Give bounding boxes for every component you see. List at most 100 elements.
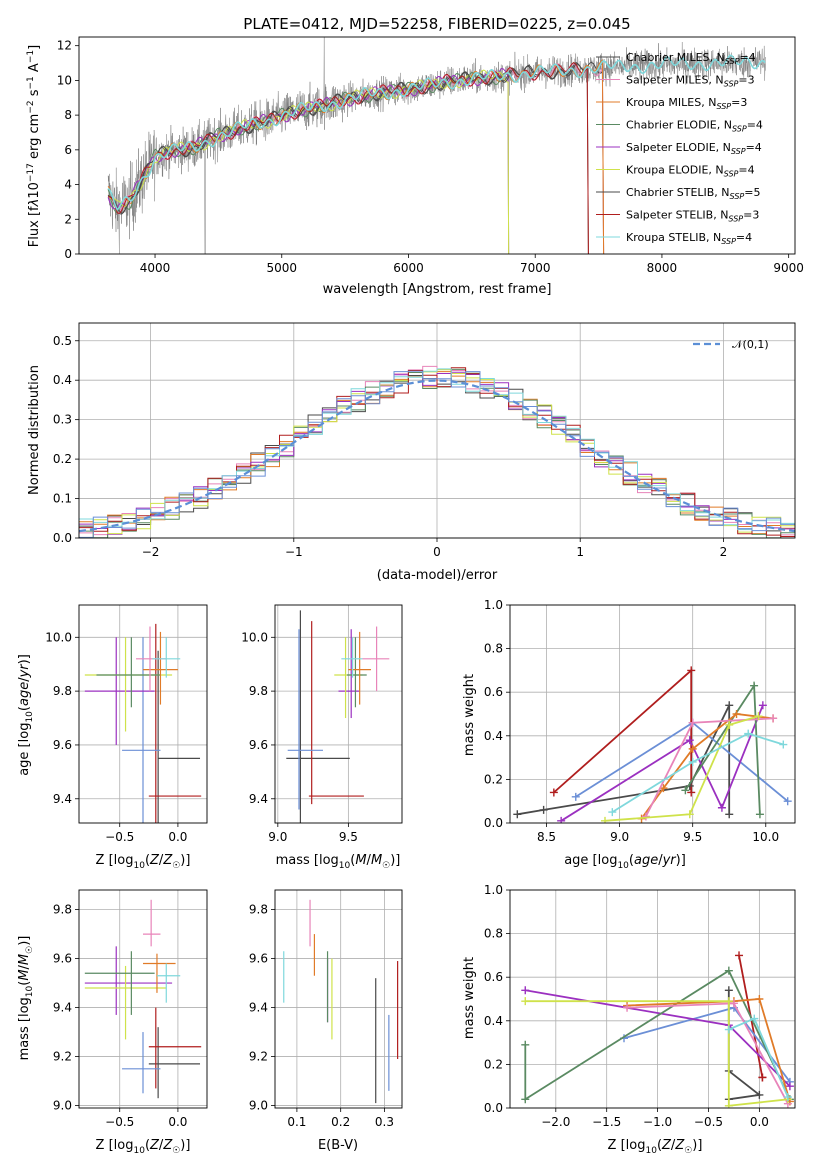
y-tick-label: 4 bbox=[64, 178, 72, 192]
y-tick-label: 9.4 bbox=[249, 792, 268, 806]
x-tick-label: 5000 bbox=[266, 261, 297, 275]
weight-marker bbox=[513, 810, 522, 819]
x-tick-label: 7000 bbox=[520, 261, 551, 275]
weight-marker bbox=[725, 720, 734, 729]
age-vs-mass-plot: 9.0 9.5 9.4 9.6 9.8 10.0 bbox=[241, 604, 403, 844]
legend-entry: Kroupa ELODIE, NSSP=4 bbox=[626, 164, 755, 179]
model-spectrum-line bbox=[107, 72, 510, 254]
y-tick-label: 9.2 bbox=[249, 1050, 268, 1064]
weight-marker bbox=[729, 999, 738, 1008]
weight-marker bbox=[601, 816, 609, 823]
y-tick-label: 0.4 bbox=[53, 373, 72, 387]
legend-entry: Chabrier STELIB, NSSP=5 bbox=[626, 186, 760, 201]
weight-marker bbox=[688, 718, 697, 727]
axes-frame bbox=[509, 604, 796, 824]
y-tick-label: 9.6 bbox=[53, 952, 72, 966]
weight-marker bbox=[724, 966, 733, 975]
weight-line bbox=[627, 1002, 789, 1105]
weight-vs-metallicity-plot: −2.0 −1.5 −1.0 −0.5 0.0 0.0 0.2 0.4 0.6 0.8 1.0 bbox=[484, 883, 796, 1129]
y-tick-label: 2 bbox=[64, 212, 72, 226]
mass-vs-metallicity-plot: −0.5 0.0 9.0 9.2 9.4 9.6 9.8 bbox=[53, 889, 208, 1129]
normal-curve bbox=[79, 379, 795, 533]
weight-marker bbox=[783, 797, 792, 806]
spectrum-legend: Chabrier MILES, NSSP=4 Salpeter MILES, NS… bbox=[596, 51, 763, 246]
y-tick-label: 9.0 bbox=[53, 1099, 72, 1113]
legend-entry: Salpeter STELIB, NSSP=3 bbox=[626, 209, 759, 224]
weight-marker bbox=[688, 757, 697, 766]
plot-area bbox=[521, 951, 794, 1108]
legend-entry: 𝒩(0,1) bbox=[732, 338, 769, 351]
legend-entry: Kroupa STELIB, NSSP=4 bbox=[626, 231, 752, 246]
y-tick-label: 9.6 bbox=[53, 738, 72, 752]
y-tick-label: 9.4 bbox=[53, 1001, 72, 1015]
weight-marker bbox=[539, 805, 548, 814]
weight-line bbox=[524, 969, 791, 1101]
wAge-ylabel: mass weight bbox=[462, 674, 477, 756]
weight-marker bbox=[641, 812, 650, 821]
x-tick-label: −2.0 bbox=[541, 1115, 570, 1129]
axes-frame bbox=[78, 322, 796, 539]
weight-marker bbox=[521, 1040, 530, 1049]
axes-frame bbox=[78, 604, 208, 824]
y-tick-label: 10.0 bbox=[241, 630, 268, 644]
weight-line bbox=[560, 704, 764, 822]
weight-marker bbox=[685, 810, 694, 819]
model-spectrum-line bbox=[107, 63, 589, 254]
weight-marker bbox=[750, 681, 759, 690]
plot-area bbox=[283, 899, 399, 1104]
spectrum-title: PLATE=0412, MJD=52258, FIBERID=0225, z=0… bbox=[243, 15, 630, 33]
weight-marker bbox=[750, 1014, 759, 1023]
weight-line bbox=[525, 1000, 788, 1107]
wZ-xlabel: Z [log10(Z/Z☉)] bbox=[608, 1138, 703, 1156]
weight-marker bbox=[758, 1073, 767, 1082]
legend-entry: Salpeter MILES, NSSP=3 bbox=[626, 74, 755, 89]
weight-line bbox=[611, 732, 784, 813]
axes-frame bbox=[509, 889, 796, 1109]
x-tick-label: −2 bbox=[142, 545, 160, 559]
plot-area bbox=[84, 623, 202, 823]
y-tick-label: 0.0 bbox=[53, 531, 72, 545]
legend-entry: Chabrier ELODIE, NSSP=4 bbox=[626, 119, 763, 134]
weight-marker bbox=[521, 986, 530, 995]
y-tick-label: 0.1 bbox=[53, 492, 72, 506]
weight-marker bbox=[687, 666, 696, 675]
y-tick-label: 9.8 bbox=[249, 684, 268, 698]
x-tick-label: −0.5 bbox=[105, 830, 134, 844]
weight-line bbox=[627, 998, 791, 1102]
ageM-xlabel: mass [log10(M/M☉)] bbox=[276, 853, 401, 871]
weight-marker bbox=[724, 1025, 733, 1034]
y-tick-label: 0.4 bbox=[484, 729, 503, 743]
wZ-ylabel: mass weight bbox=[462, 957, 477, 1039]
x-tick-label: 8000 bbox=[647, 261, 678, 275]
y-tick-label: 9.6 bbox=[249, 952, 268, 966]
spectrum-plot: 4000 5000 6000 7000 8000 9000 0 2 4 6 8 10 12 bbox=[57, 36, 804, 275]
x-tick-label: 0.3 bbox=[375, 1115, 394, 1129]
y-tick-label: 0.0 bbox=[484, 1101, 503, 1115]
x-tick-label: 4000 bbox=[140, 261, 171, 275]
x-tick-label: 10.0 bbox=[752, 830, 779, 844]
weight-marker bbox=[754, 712, 763, 721]
y-tick-label: 9.4 bbox=[53, 792, 72, 806]
weight-marker bbox=[744, 729, 753, 738]
y-tick-label: 0.3 bbox=[53, 413, 72, 427]
weight-marker bbox=[688, 744, 697, 753]
weight-marker bbox=[687, 788, 696, 797]
x-tick-label: 2 bbox=[720, 545, 728, 559]
x-tick-label: 0 bbox=[433, 545, 441, 559]
residual-histogram: −2 −1 0 1 2 0.0 0.1 0.2 0.3 0.4 0.5 𝒩(0,1) bbox=[53, 322, 796, 559]
weight-marker bbox=[758, 701, 767, 710]
y-tick-label: 0.8 bbox=[484, 927, 503, 941]
x-tick-label: 0.0 bbox=[168, 830, 187, 844]
y-tick-label: 9.8 bbox=[249, 903, 268, 917]
weight-marker bbox=[571, 792, 580, 801]
y-tick-label: 1.0 bbox=[484, 598, 503, 612]
axes-frame bbox=[78, 889, 208, 1109]
weight-marker bbox=[608, 808, 617, 817]
weight-marker bbox=[724, 1101, 733, 1108]
plot-area bbox=[286, 610, 390, 823]
weight-marker bbox=[735, 951, 744, 960]
massE-xlabel: E(B-V) bbox=[318, 1138, 358, 1153]
x-tick-label: 0.0 bbox=[750, 1115, 769, 1129]
massZ-ylabel: mass [log10(M/M☉)] bbox=[17, 936, 35, 1061]
x-tick-label: 9.5 bbox=[683, 830, 702, 844]
